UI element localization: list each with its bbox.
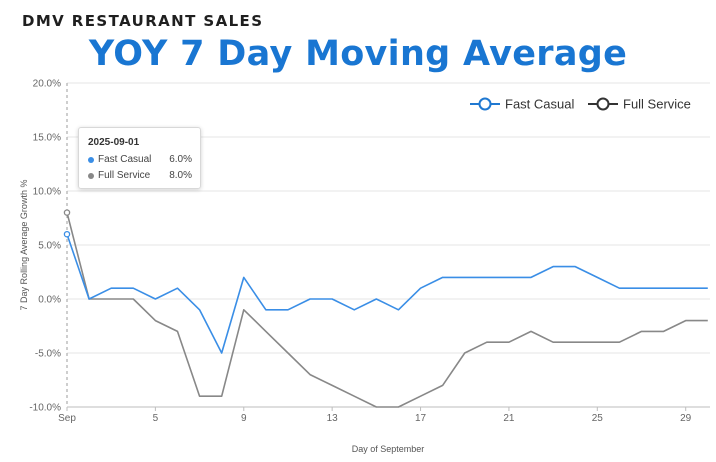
y-tick-label: -10.0% xyxy=(29,403,61,414)
tooltip-dot-fast-casual xyxy=(88,157,94,163)
series-line-fast-casual xyxy=(66,233,708,354)
x-tick-label: 17 xyxy=(415,413,427,424)
y-tick-label: -5.0% xyxy=(35,349,61,360)
tooltip-date: 2025-09-01 xyxy=(88,137,140,148)
hover-tooltip: 2025-09-01 Fast Casual 6.0% Full Service… xyxy=(78,127,201,189)
legend-label-fast-casual: Fast Casual xyxy=(505,97,574,112)
legend-label-full-service: Full Service xyxy=(623,97,691,112)
tooltip-row-full-service: Full Service 8.0% xyxy=(88,170,192,182)
x-tick-label: 5 xyxy=(153,413,159,424)
legend-marker-fast-casual xyxy=(478,97,492,111)
tooltip-dot-full-service xyxy=(88,173,94,179)
tooltip-row-fast-casual: Fast Casual 6.0% xyxy=(88,154,192,166)
y-tick-label: 15.0% xyxy=(33,133,61,144)
data-point-full-service xyxy=(63,209,71,216)
x-axis-title: Day of September xyxy=(352,444,425,454)
tooltip-series-name: Full Service xyxy=(98,170,151,181)
x-tick-label: 25 xyxy=(592,413,604,424)
x-tick-label: 9 xyxy=(241,413,247,424)
x-tick-label: 13 xyxy=(327,413,339,424)
y-axis-title: 7 Day Rolling Average Growth % xyxy=(19,180,29,311)
y-tick-label: 5.0% xyxy=(38,241,61,252)
y-tick-label: 20.0% xyxy=(33,79,61,90)
legend-marker-full-service xyxy=(596,97,610,111)
series-line-full-service xyxy=(66,212,708,408)
tooltip-series-value: 6.0% xyxy=(169,154,192,165)
x-tick-label: 29 xyxy=(680,413,692,424)
tooltip-series-name: Fast Casual xyxy=(98,154,152,165)
y-tick-label: 0.0% xyxy=(38,295,61,306)
chart-kicker: DMV RESTAURANT SALES xyxy=(22,12,264,30)
data-point-fast-casual xyxy=(63,230,71,238)
tooltip-series-value: 8.0% xyxy=(169,170,192,181)
y-tick-label: 10.0% xyxy=(33,187,61,198)
chart-title: YOY 7 Day Moving Average xyxy=(88,34,628,74)
x-tick-label: Sep xyxy=(58,413,76,424)
x-tick-label: 21 xyxy=(503,413,515,424)
